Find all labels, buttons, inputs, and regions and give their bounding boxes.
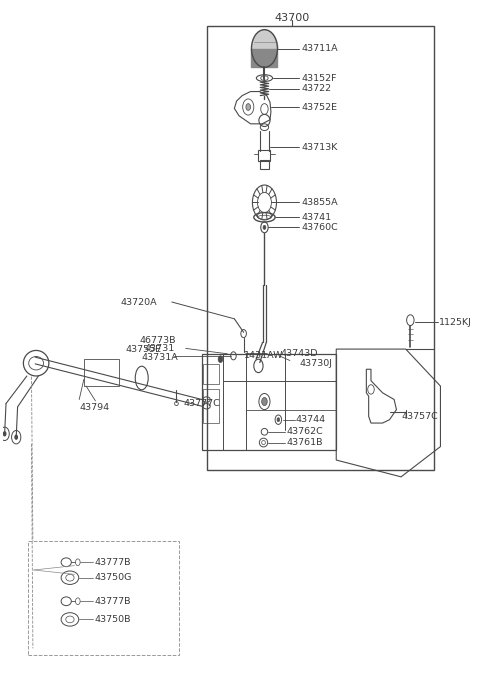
Text: 1125KJ: 1125KJ xyxy=(439,318,472,327)
Text: 43761B: 43761B xyxy=(286,438,323,447)
Bar xyxy=(260,160,269,169)
Circle shape xyxy=(277,418,280,422)
Text: 43711A: 43711A xyxy=(301,44,338,53)
Bar xyxy=(203,389,219,423)
Text: 43777B: 43777B xyxy=(94,597,131,605)
Text: 43752E: 43752E xyxy=(301,102,337,111)
Circle shape xyxy=(262,397,267,405)
Text: 43730J: 43730J xyxy=(299,359,332,368)
Text: 43152F: 43152F xyxy=(301,74,337,83)
Bar xyxy=(84,359,119,386)
Circle shape xyxy=(14,435,18,440)
Text: 43744: 43744 xyxy=(296,415,325,424)
Text: 43731A: 43731A xyxy=(142,353,179,361)
Text: 43731: 43731 xyxy=(144,344,174,353)
Text: 43700: 43700 xyxy=(275,13,310,22)
Bar xyxy=(28,541,179,655)
Text: 46773B: 46773B xyxy=(139,336,176,345)
Text: 43760C: 43760C xyxy=(301,223,338,232)
Text: 43757C: 43757C xyxy=(401,412,438,421)
Text: 43777B: 43777B xyxy=(94,558,131,567)
Bar xyxy=(203,364,219,384)
Text: 1431AW: 1431AW xyxy=(244,351,283,360)
Text: 43750B: 43750B xyxy=(94,615,131,624)
Text: 43750G: 43750G xyxy=(94,573,132,582)
Text: 43722: 43722 xyxy=(301,84,332,94)
Circle shape xyxy=(3,431,7,437)
Circle shape xyxy=(263,225,266,229)
Text: 43762C: 43762C xyxy=(286,427,323,437)
Text: 43743D: 43743D xyxy=(281,349,318,358)
Text: 43741: 43741 xyxy=(301,213,332,222)
Bar xyxy=(202,354,336,450)
Bar xyxy=(206,26,433,470)
Text: 43720A: 43720A xyxy=(121,298,157,306)
Text: 43713K: 43713K xyxy=(301,143,338,152)
Bar xyxy=(258,150,270,161)
Text: 43777C: 43777C xyxy=(183,399,220,408)
Text: 43855A: 43855A xyxy=(301,198,338,207)
Text: 43794: 43794 xyxy=(79,403,109,412)
Circle shape xyxy=(218,356,223,363)
Circle shape xyxy=(246,104,251,111)
Text: 43755E: 43755E xyxy=(125,344,161,354)
